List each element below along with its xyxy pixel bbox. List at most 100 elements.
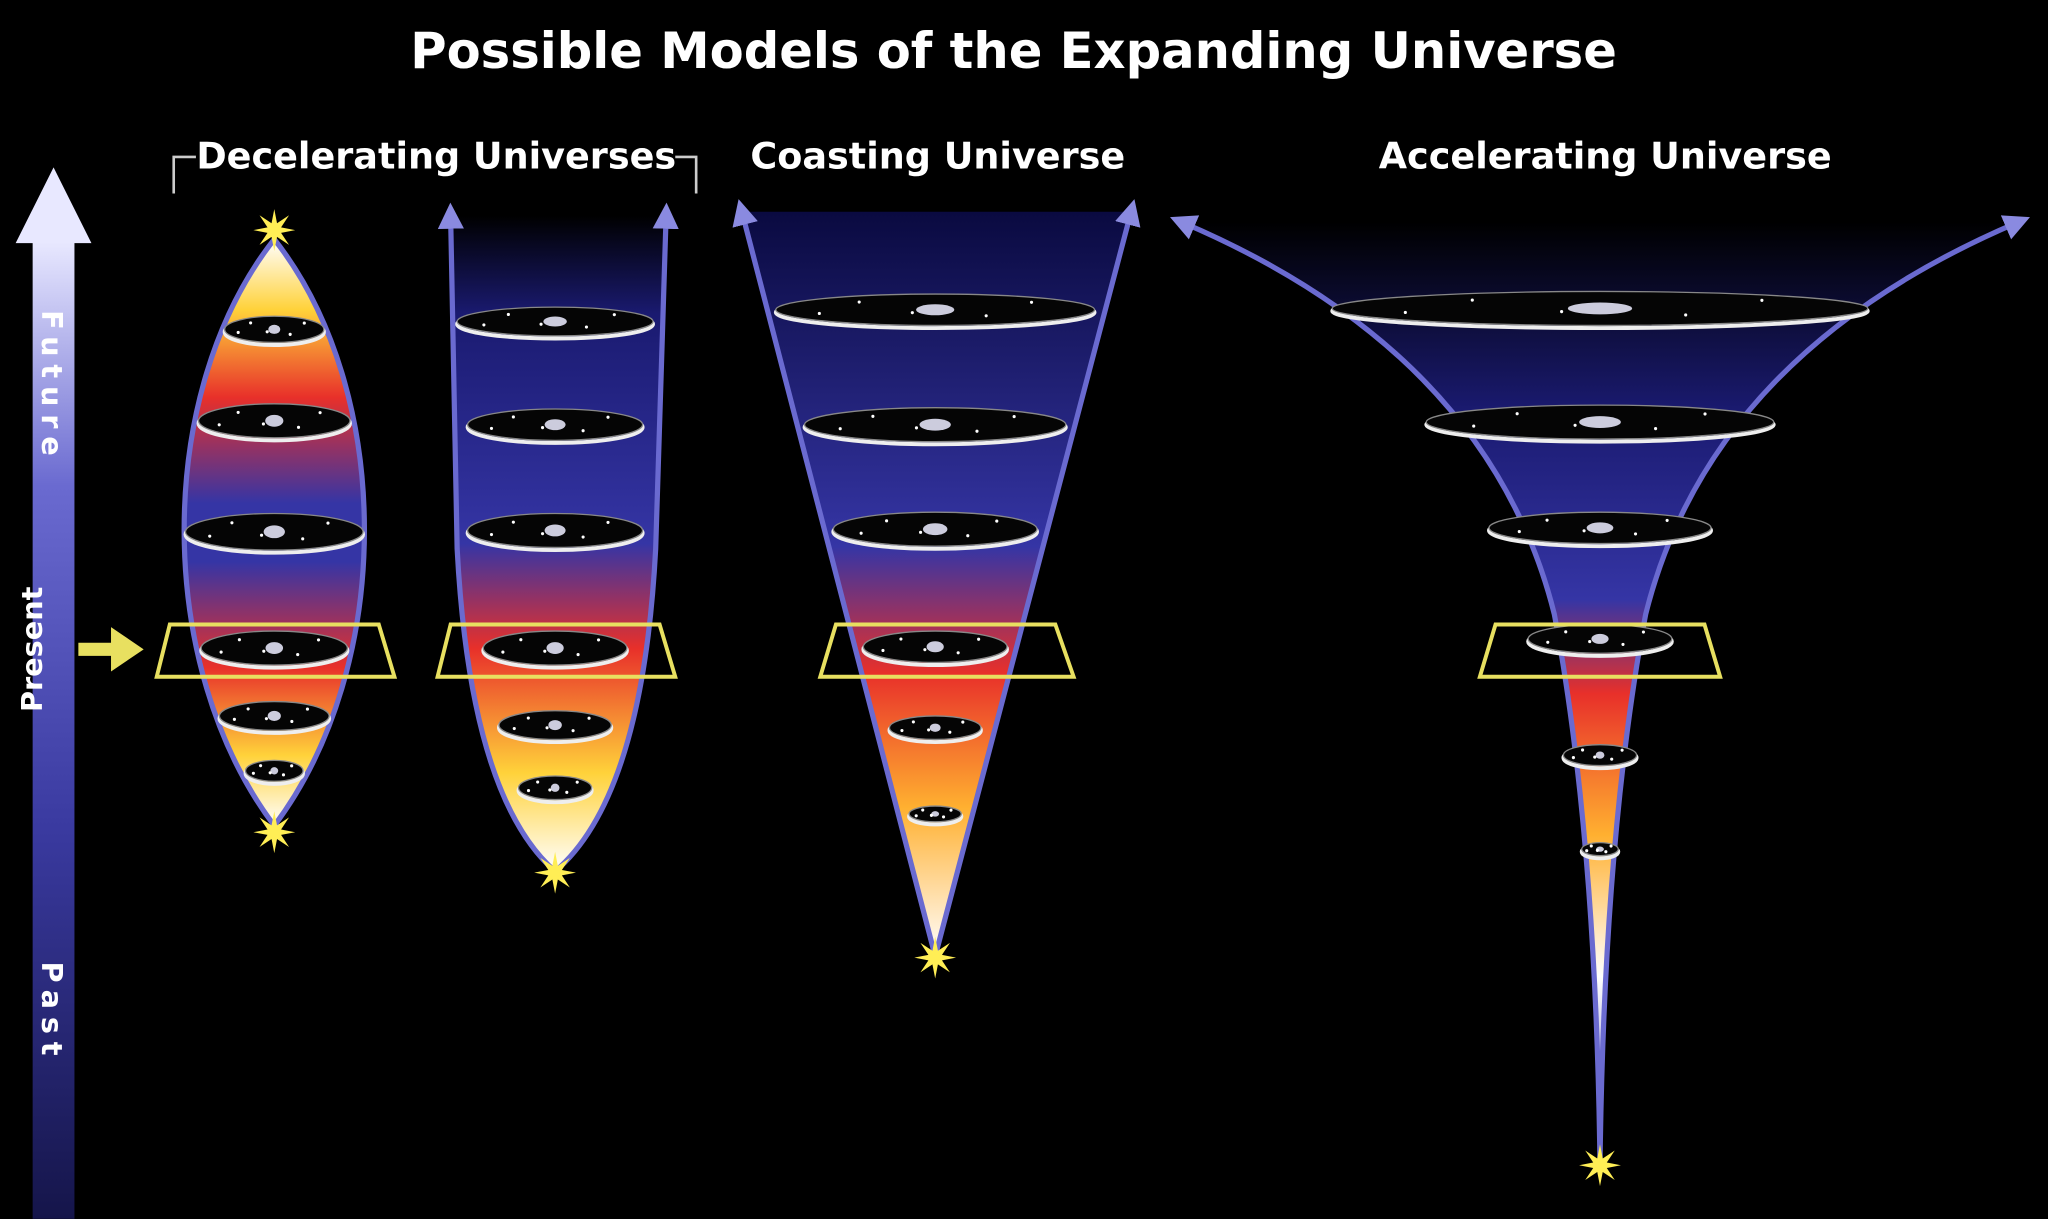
galaxy [265,414,284,427]
timeline-label: Future [35,310,69,463]
star-dot [1546,640,1550,644]
star-dot [919,530,923,534]
star-dot [1571,756,1575,760]
star-dot [236,410,240,414]
star-dot [1610,757,1614,761]
galaxy [1591,633,1609,644]
star-dot [1641,630,1646,634]
galaxy [919,418,951,431]
galaxy [268,324,281,334]
bracket [172,155,698,194]
star-dot [1470,298,1474,302]
star-dot [587,716,591,720]
star-dot [296,653,300,657]
galaxy [544,419,566,431]
star-dot [540,426,545,430]
star-dot [511,520,515,524]
galaxy [270,767,279,775]
star-dot [519,638,523,642]
star-dot [565,790,569,794]
star-dot [251,771,255,775]
star-dot [232,717,236,721]
star-dot [1593,755,1597,759]
star-dot [318,411,322,415]
star-dot [1472,424,1476,428]
star-dot [1620,748,1624,752]
star-dot [482,323,486,327]
galaxy [265,642,284,654]
star-dot [948,730,952,734]
star-dot [899,637,903,641]
star-dot [281,773,286,777]
star-dot [1585,849,1589,853]
star-dot [581,429,585,433]
star-dot [949,808,953,812]
star-dot [1595,848,1599,852]
galaxy [546,642,564,654]
star-dot [290,764,294,768]
star-dot [1703,412,1707,416]
star-dot [1515,412,1519,416]
star-dot [1621,642,1625,646]
star-dot [914,426,919,430]
star-dot [929,813,934,817]
star-dot [540,532,545,536]
star-dot [1517,530,1521,534]
present-box [1477,622,1723,679]
star-dot [581,535,585,539]
star-dot [1560,310,1564,314]
star-dot [512,726,516,731]
star-dot [305,707,310,711]
star-dot [1609,844,1613,848]
timeline [32,241,75,1219]
star-dot [1633,532,1638,536]
star-dot [1760,298,1764,302]
star-dot [489,532,494,537]
star-dot [900,728,904,733]
star-dot [596,638,601,642]
star-dot [326,521,330,525]
star-dot [1589,844,1593,848]
star-dot [606,415,610,419]
star-dot [1012,415,1016,419]
title: Possible Models of the Expanding Univers… [410,22,1617,80]
star [914,936,957,979]
star-dot [536,780,540,784]
star-dot [1564,630,1568,634]
star-dot [1403,310,1407,315]
star-dot [539,322,543,326]
star-dot [1665,518,1669,522]
star-dot [262,649,266,653]
star-dot [296,425,301,429]
star-dot [259,764,263,768]
galaxy [926,641,944,653]
star-dot [571,729,575,733]
star-dot [302,321,306,325]
star-dot [838,427,842,431]
star-dot [1604,850,1608,854]
star-dot [511,415,515,419]
star-dot [526,716,530,720]
star-dot [871,414,875,418]
star-dot [927,728,931,732]
disks [183,290,1870,861]
star-dot [1545,518,1549,522]
star-dot [1580,748,1585,752]
star-dot [1684,313,1688,317]
star-dot [606,520,610,524]
group-label: Accelerating Universe [1379,135,1832,178]
star-dot [261,422,265,426]
star-dot [911,720,915,724]
star-dot [921,808,925,812]
star-dot [966,534,970,538]
star-dot [817,311,821,316]
star-dot [961,720,965,724]
star-dot [259,533,264,537]
star-dot [584,325,589,329]
present-box [817,622,1077,679]
star-dot [230,521,234,525]
star-dot [1654,427,1658,431]
star-dot [545,726,549,730]
star-dot [857,300,861,304]
